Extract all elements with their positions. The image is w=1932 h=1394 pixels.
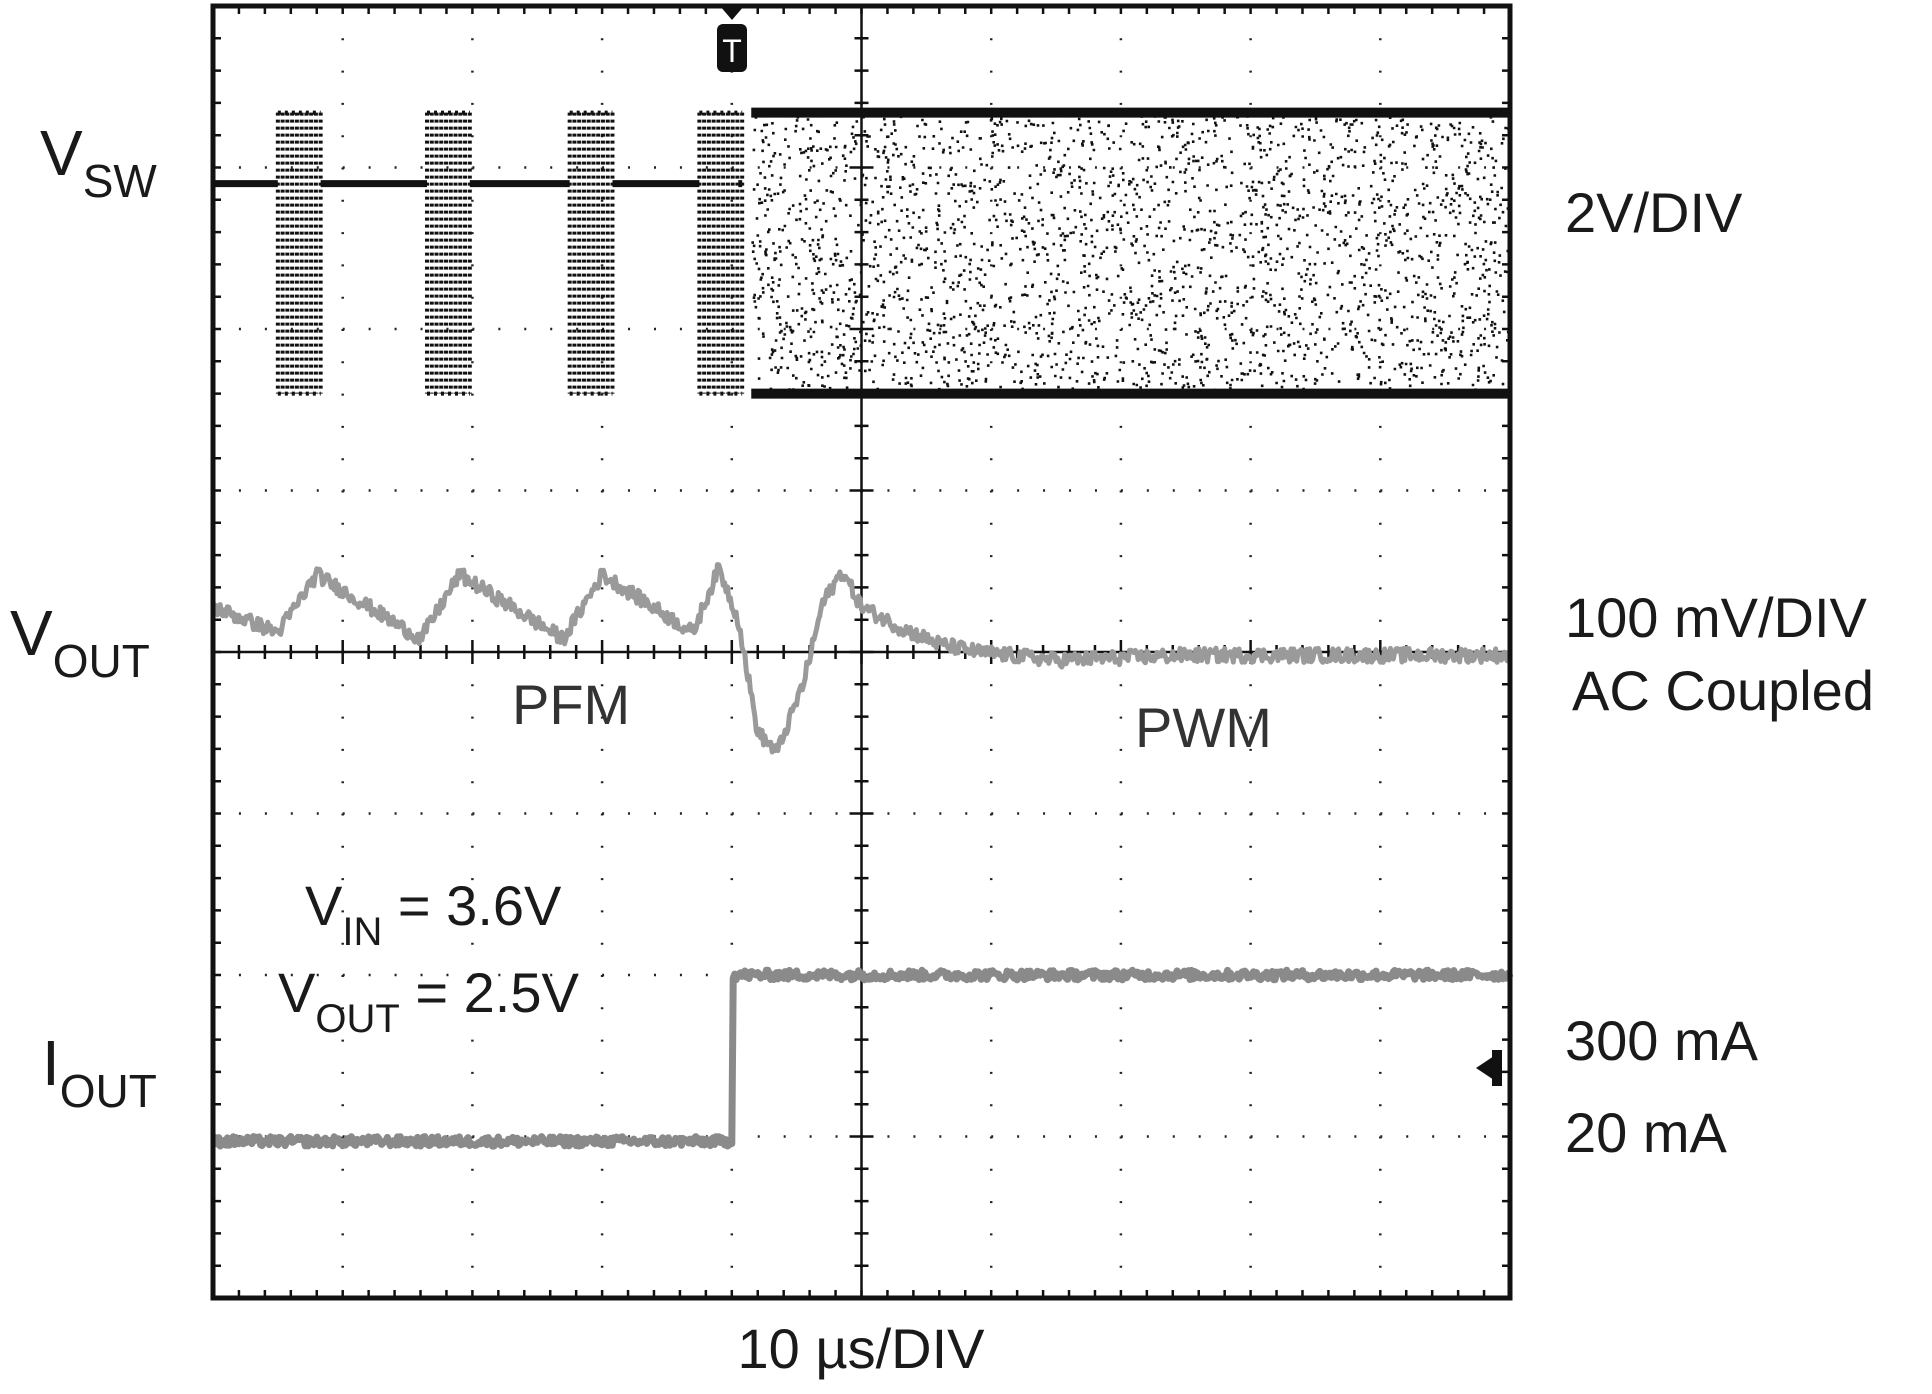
vsw-pwm-envelope: [751, 107, 1510, 399]
vsw-scale: 2V/DIV: [1565, 181, 1743, 244]
iout-label-sub: OUT: [60, 1065, 157, 1117]
vsw-label-main: V: [40, 117, 83, 189]
pwm-label: PWM: [1135, 696, 1272, 759]
scope-frame: [210, 3, 1513, 1301]
iout-label: IOUT: [42, 1027, 157, 1117]
trigger-label: T: [722, 33, 742, 69]
iout-label-main: I: [42, 1027, 60, 1099]
vsw-label-sub: SW: [83, 155, 158, 207]
vout-annotation: VOUT = 2.5V: [278, 961, 579, 1041]
iout-trace: [210, 966, 1514, 1150]
vin-annotation-sub: IN: [342, 910, 382, 954]
vout-coupling: AC Coupled: [1572, 659, 1874, 722]
iout-level-low: 20 mA: [1565, 1101, 1727, 1164]
vin-annotation-main: V: [305, 874, 343, 937]
vout-annotation-rest: = 2.5V: [400, 961, 580, 1024]
vin-annotation-rest: = 3.6V: [382, 874, 562, 937]
pfm-label: PFM: [512, 673, 630, 736]
iout-level-high: 300 mA: [1565, 1009, 1759, 1072]
vout-annotation-sub: OUT: [315, 997, 399, 1041]
scope-traces: [210, 107, 1514, 1150]
vout-label-main: V: [10, 597, 53, 669]
trigger-marker: T: [717, 6, 747, 72]
vout-scale: 100 mV/DIV: [1565, 586, 1868, 649]
vout-label: VOUT: [10, 597, 150, 687]
vout-label-sub: OUT: [53, 635, 150, 687]
vsw-label: VSW: [40, 117, 157, 207]
vsw-pwm-fill: [751, 111, 1513, 395]
x-axis-label: 10 µs/DIV: [737, 1317, 985, 1380]
vsw-pfm-bursts: [275, 110, 745, 396]
vout-annotation-main: V: [278, 961, 316, 1024]
reference-arrow-icon: [1476, 1050, 1502, 1086]
vout-trace: [211, 562, 1513, 755]
vin-annotation: VIN = 3.6V: [305, 874, 562, 954]
